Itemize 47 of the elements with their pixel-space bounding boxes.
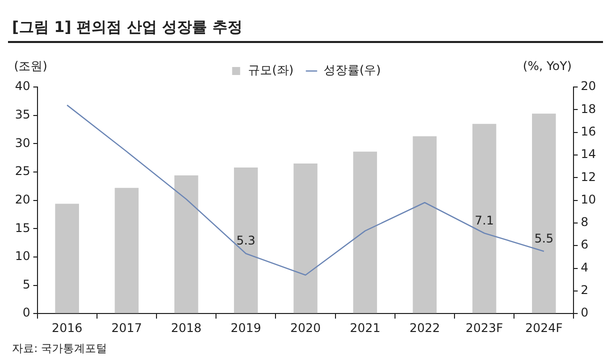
bar [55,204,79,314]
bar [174,175,198,314]
legend-label: 성장률(우) [324,63,381,78]
bar [353,152,378,314]
data-label: 7.1 [474,213,494,228]
bar [234,167,258,314]
x-tick-label: 2018 [171,320,202,335]
x-tick-label: 2017 [111,320,142,335]
bar [472,124,496,314]
y-tick-label: 5 [22,277,30,292]
y2-tick-label: 14 [580,147,596,162]
data-label: 5.5 [534,231,554,246]
y2-tick-label: 4 [580,260,588,274]
text: 자료: 국가통계포털 [11,341,108,356]
y2-tick-label: 2 [580,283,588,298]
y2-axis-title: (%, YoY) [522,59,572,74]
x-tick-label: 2024F [525,320,563,335]
x-tick-label: 2020 [290,320,321,335]
y2-tick-label: 6 [580,238,588,252]
y2-tick-label: 18 [580,102,596,116]
y-tick-label: 20 [14,192,30,206]
y2-tick-label: 12 [580,170,596,184]
data-label: 5.3 [236,234,256,248]
y-tick-label: 0 [22,306,30,320]
y-tick-label: 10 [14,249,30,264]
y-tick-label: 35 [14,107,30,122]
x-tick-label: 2021 [350,320,380,335]
y-axis-title: (조원) [14,59,48,74]
y-tick-label: 15 [14,220,30,235]
bar [412,136,437,314]
bar [532,114,556,314]
chart-title: [그림 1] 편의점 산업 성장률 추정 [8,8,603,43]
y-tick-label: 40 [14,79,30,94]
x-tick-label: 2019 [230,320,262,335]
y2-tick-label: 8 [580,215,588,230]
y-tick-label: 30 [14,136,30,150]
y2-tick-label: 16 [580,124,596,138]
x-tick-label: 2023F [466,320,504,335]
x-tick-label: 2022 [409,320,440,335]
bar [294,163,318,314]
y2-tick-label: 10 [580,192,596,206]
legend-label: 규모(좌) [248,63,294,78]
y2-tick-label: 0 [580,306,588,320]
bar [114,188,139,314]
y-tick-label: 25 [14,164,30,178]
y2-tick-label: 20 [580,79,596,94]
x-tick-label: 2016 [52,320,82,335]
